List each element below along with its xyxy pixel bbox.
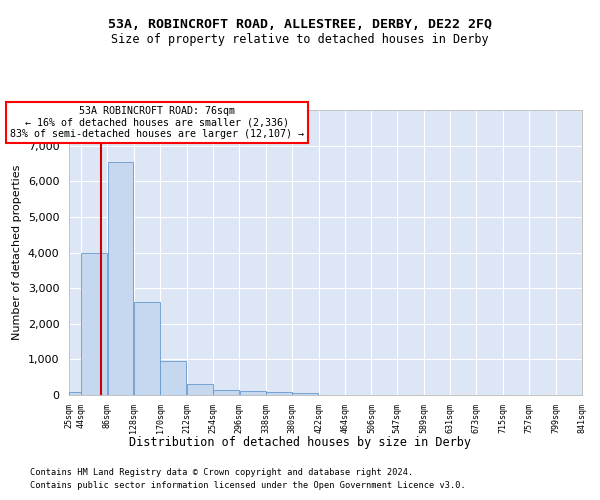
Text: 53A ROBINCROFT ROAD: 76sqm
← 16% of detached houses are smaller (2,336)
83% of s: 53A ROBINCROFT ROAD: 76sqm ← 16% of deta… [10, 106, 304, 139]
Bar [292, 393, 319, 395]
Text: Size of property relative to detached houses in Derby: Size of property relative to detached ho… [111, 32, 489, 46]
Text: Distribution of detached houses by size in Derby: Distribution of detached houses by size … [129, 436, 471, 449]
Bar [69, 392, 81, 395]
Bar [213, 390, 239, 395]
Bar [160, 361, 186, 395]
Text: 53A, ROBINCROFT ROAD, ALLESTREE, DERBY, DE22 2FQ: 53A, ROBINCROFT ROAD, ALLESTREE, DERBY, … [108, 18, 492, 30]
Bar [134, 302, 160, 395]
Bar [81, 252, 107, 395]
Text: Contains HM Land Registry data © Crown copyright and database right 2024.: Contains HM Land Registry data © Crown c… [30, 468, 413, 477]
Bar [107, 162, 133, 395]
Bar [239, 391, 266, 395]
Y-axis label: Number of detached properties: Number of detached properties [12, 165, 22, 340]
Bar [187, 384, 213, 395]
Text: Contains public sector information licensed under the Open Government Licence v3: Contains public sector information licen… [30, 482, 466, 490]
Bar [266, 392, 292, 395]
